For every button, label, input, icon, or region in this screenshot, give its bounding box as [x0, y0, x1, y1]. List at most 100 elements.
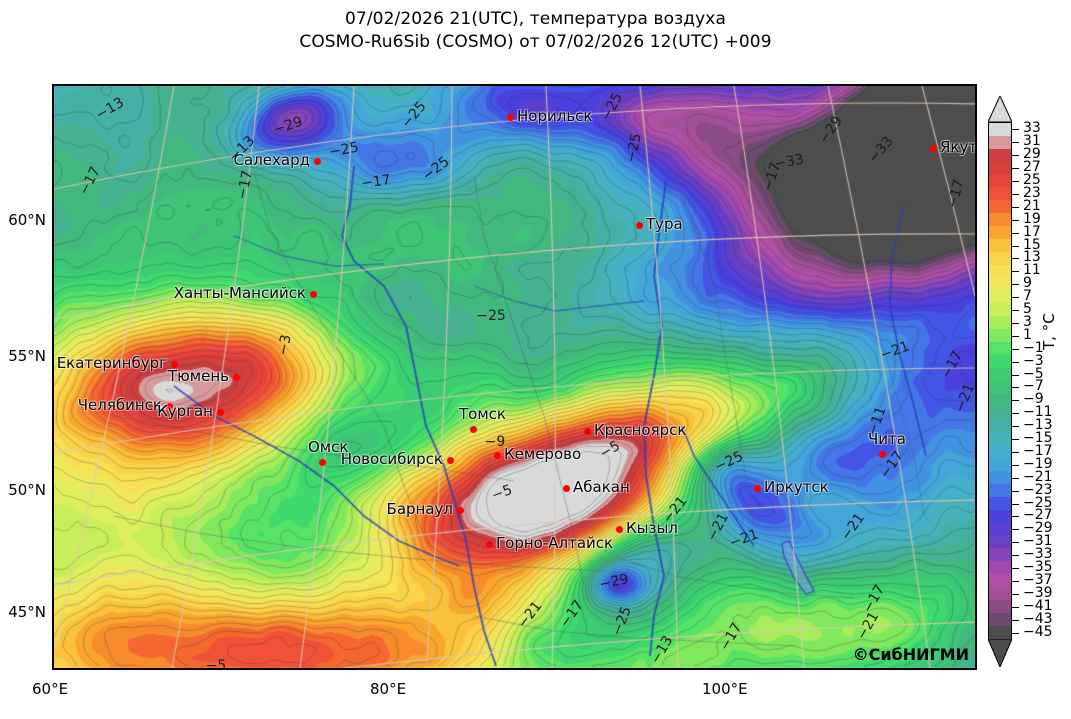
- colorbar-tick-mark: [1012, 477, 1019, 479]
- colorbar-tick-label: −37: [1023, 571, 1053, 588]
- colorbar-segment: [989, 393, 1011, 407]
- contour-label: −9: [484, 434, 506, 450]
- colorbar-segment: [989, 135, 1011, 149]
- colorbar-tick-label: −21: [1023, 468, 1053, 485]
- colorbar-tick-mark: [1012, 284, 1019, 286]
- colorbar-gradient: [988, 122, 1012, 640]
- city-dot-icon: [171, 361, 178, 368]
- city-dot-icon: [233, 374, 240, 381]
- latitude-tick-label: 60°N: [8, 211, 46, 229]
- city-dot-icon: [217, 409, 224, 416]
- colorbar-segment: [989, 548, 1011, 562]
- city-label: Кемерово: [504, 445, 582, 463]
- city-dot-icon: [470, 426, 477, 433]
- colorbar-tick-mark: [1012, 322, 1019, 324]
- colorbar-tick-label: −15: [1023, 430, 1053, 447]
- city-dot-icon: [584, 428, 591, 435]
- copyright-watermark: ©СибНИГМИ: [852, 645, 969, 664]
- colorbar-tick-mark: [1012, 593, 1019, 595]
- city-dot-icon: [314, 158, 321, 165]
- city-label: Тура: [646, 215, 683, 233]
- colorbar-tick-mark: [1012, 542, 1019, 544]
- colorbar-tick-mark: [1012, 413, 1019, 415]
- city-label: Салехард: [233, 151, 310, 169]
- colorbar-tick-label: −3: [1023, 352, 1044, 369]
- colorbar-tick-mark: [1012, 580, 1019, 582]
- city-label: Барнаул: [386, 500, 453, 518]
- colorbar-segment: [989, 239, 1011, 252]
- colorbar-tick-mark: [1012, 181, 1019, 183]
- colorbar-segment: [989, 574, 1011, 588]
- colorbar-segment: [989, 303, 1011, 317]
- city-label: Омск: [308, 438, 349, 456]
- colorbar-tick-mark: [1012, 606, 1019, 608]
- city-label: Тюмень: [168, 367, 229, 385]
- city-label: Норильск: [517, 107, 593, 125]
- colorbar-tick-mark: [1012, 271, 1019, 273]
- colorbar-segment: [989, 200, 1011, 214]
- latitude-tick-label: 45°N: [8, 603, 46, 621]
- colorbar-tick-mark: [1012, 426, 1019, 428]
- colorbar-tick-mark: [1012, 219, 1019, 221]
- colorbar-tick-mark: [1012, 258, 1019, 260]
- colorbar-segment: [989, 406, 1011, 420]
- colorbar-segment: [989, 277, 1011, 291]
- colorbar-segment: [989, 535, 1011, 549]
- colorbar-tick-label: −1: [1023, 339, 1044, 356]
- title-line-2: COSMO-Ru6Sib (COSMO) от 07/02/2026 12(UT…: [299, 32, 772, 52]
- city-dot-icon: [319, 459, 326, 466]
- colorbar-tick-label: 25: [1023, 172, 1041, 189]
- city-dot-icon: [563, 485, 570, 492]
- colorbar-tick-mark: [1012, 516, 1019, 518]
- colorbar-segment: [989, 251, 1011, 265]
- colorbar-tick-label: 11: [1023, 262, 1041, 279]
- city-label: Абакан: [573, 478, 630, 496]
- city-label: Ханты-Мансийск: [173, 284, 306, 302]
- colorbar-under-arrow: [988, 639, 1012, 667]
- colorbar-segment: [989, 471, 1011, 484]
- colorbar-tick-label: −43: [1023, 610, 1053, 627]
- colorbar-tick-mark: [1012, 619, 1019, 621]
- colorbar-segment: [989, 458, 1011, 472]
- colorbar-tick-label: 15: [1023, 236, 1041, 253]
- colorbar-tick-mark: [1012, 206, 1019, 208]
- colorbar-segment: [989, 329, 1011, 343]
- colorbar-tick-label: −11: [1023, 404, 1053, 421]
- colorbar-segment: [989, 355, 1011, 368]
- colorbar-tick-label: −5: [1023, 365, 1044, 382]
- colorbar-tick-label: 27: [1023, 159, 1041, 176]
- city-label: Томск: [459, 405, 506, 423]
- colorbar-tick-label: 31: [1023, 133, 1041, 150]
- colorbar-segment: [989, 483, 1011, 497]
- colorbar-tick-mark: [1012, 374, 1019, 376]
- colorbar-segment: [989, 419, 1011, 433]
- colorbar: [988, 96, 1012, 667]
- colorbar-tick-label: 3: [1023, 313, 1032, 330]
- colorbar-tick-mark: [1012, 555, 1019, 557]
- map-frame[interactable]: Норильск Якутск Салехард Тура Ханты-Мансийск…: [52, 84, 977, 670]
- colorbar-segment: [989, 161, 1011, 175]
- colorbar-tick-mark: [1012, 335, 1019, 337]
- colorbar-tick-label: −13: [1023, 417, 1053, 434]
- colorbar-ticks: 33 31 29 27 25 23 21 19 17 15 13 11 9 7 5 3 1 −1 −3 −5 −7 −9−…: [1012, 96, 1070, 666]
- city-label: Горно-Алтайск: [496, 534, 614, 552]
- colorbar-tick-label: −23: [1023, 481, 1053, 498]
- city-dot-icon: [636, 222, 643, 229]
- colorbar-tick-mark: [1012, 361, 1019, 363]
- city-label: Иркутск: [764, 478, 829, 496]
- colorbar-tick-mark: [1012, 232, 1019, 234]
- colorbar-tick-mark: [1012, 193, 1019, 195]
- colorbar-segment: [989, 561, 1011, 575]
- colorbar-tick-mark: [1012, 568, 1019, 570]
- colorbar-segment: [989, 342, 1011, 356]
- colorbar-segment: [989, 496, 1011, 510]
- colorbar-axis-title: T, °C: [1040, 313, 1058, 350]
- colorbar-tick-label: 33: [1023, 120, 1041, 137]
- title-line-1: 07/02/2026 21(UTC), температура воздуха: [345, 9, 726, 29]
- colorbar-tick-label: 9: [1023, 275, 1032, 292]
- colorbar-tick-label: −45: [1023, 623, 1053, 640]
- colorbar-tick-mark: [1012, 142, 1019, 144]
- city-dot-icon: [310, 291, 317, 298]
- city-label: Красноярск: [594, 421, 687, 439]
